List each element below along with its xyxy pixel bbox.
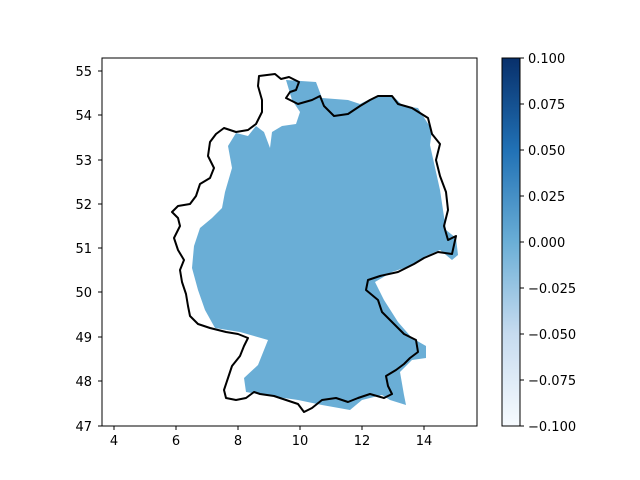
colorbar-ticks xyxy=(520,57,524,427)
germany-data-fill xyxy=(192,80,458,410)
y-tick-label: 54 xyxy=(75,109,92,124)
y-tick-label: 53 xyxy=(75,154,92,169)
colorbar-tick-label: −0.050 xyxy=(528,328,576,343)
y-tick-label: 55 xyxy=(75,65,92,80)
map-y-tick-labels: 47 48 49 50 51 52 53 54 55 xyxy=(75,65,92,435)
colorbar-tick-label: −0.075 xyxy=(528,374,576,389)
germany-border xyxy=(171,73,457,413)
colorbar-tick-label: −0.025 xyxy=(528,282,576,297)
colorbar-tick-label: 0.100 xyxy=(528,52,565,67)
y-tick-label: 49 xyxy=(75,331,92,346)
y-tick-label: 50 xyxy=(75,286,92,301)
x-tick-label: 6 xyxy=(172,434,180,449)
map-y-axis xyxy=(98,70,102,427)
x-tick-label: 14 xyxy=(416,434,433,449)
x-tick-label: 4 xyxy=(110,434,118,449)
map-x-tick-labels: 4 6 8 10 12 14 xyxy=(110,434,432,449)
y-tick-label: 52 xyxy=(75,198,92,213)
map-x-axis xyxy=(113,426,425,430)
colorbar-tick-label: −0.100 xyxy=(528,420,576,435)
colorbar-tick-label: 0.025 xyxy=(528,190,565,205)
colorbar-tick-labels: 0.100 0.075 0.050 0.025 0.000 −0.025 −0.… xyxy=(528,52,576,435)
colorbar xyxy=(501,57,521,427)
colorbar-tick-label: 0.000 xyxy=(528,236,565,251)
x-tick-label: 10 xyxy=(292,434,309,449)
y-tick-label: 47 xyxy=(75,420,92,435)
x-tick-label: 8 xyxy=(234,434,242,449)
x-tick-label: 12 xyxy=(354,434,371,449)
y-tick-label: 51 xyxy=(75,242,92,257)
y-tick-label: 48 xyxy=(75,375,92,390)
colorbar-tick-label: 0.075 xyxy=(528,98,565,113)
colorbar-tick-label: 0.050 xyxy=(528,144,565,159)
